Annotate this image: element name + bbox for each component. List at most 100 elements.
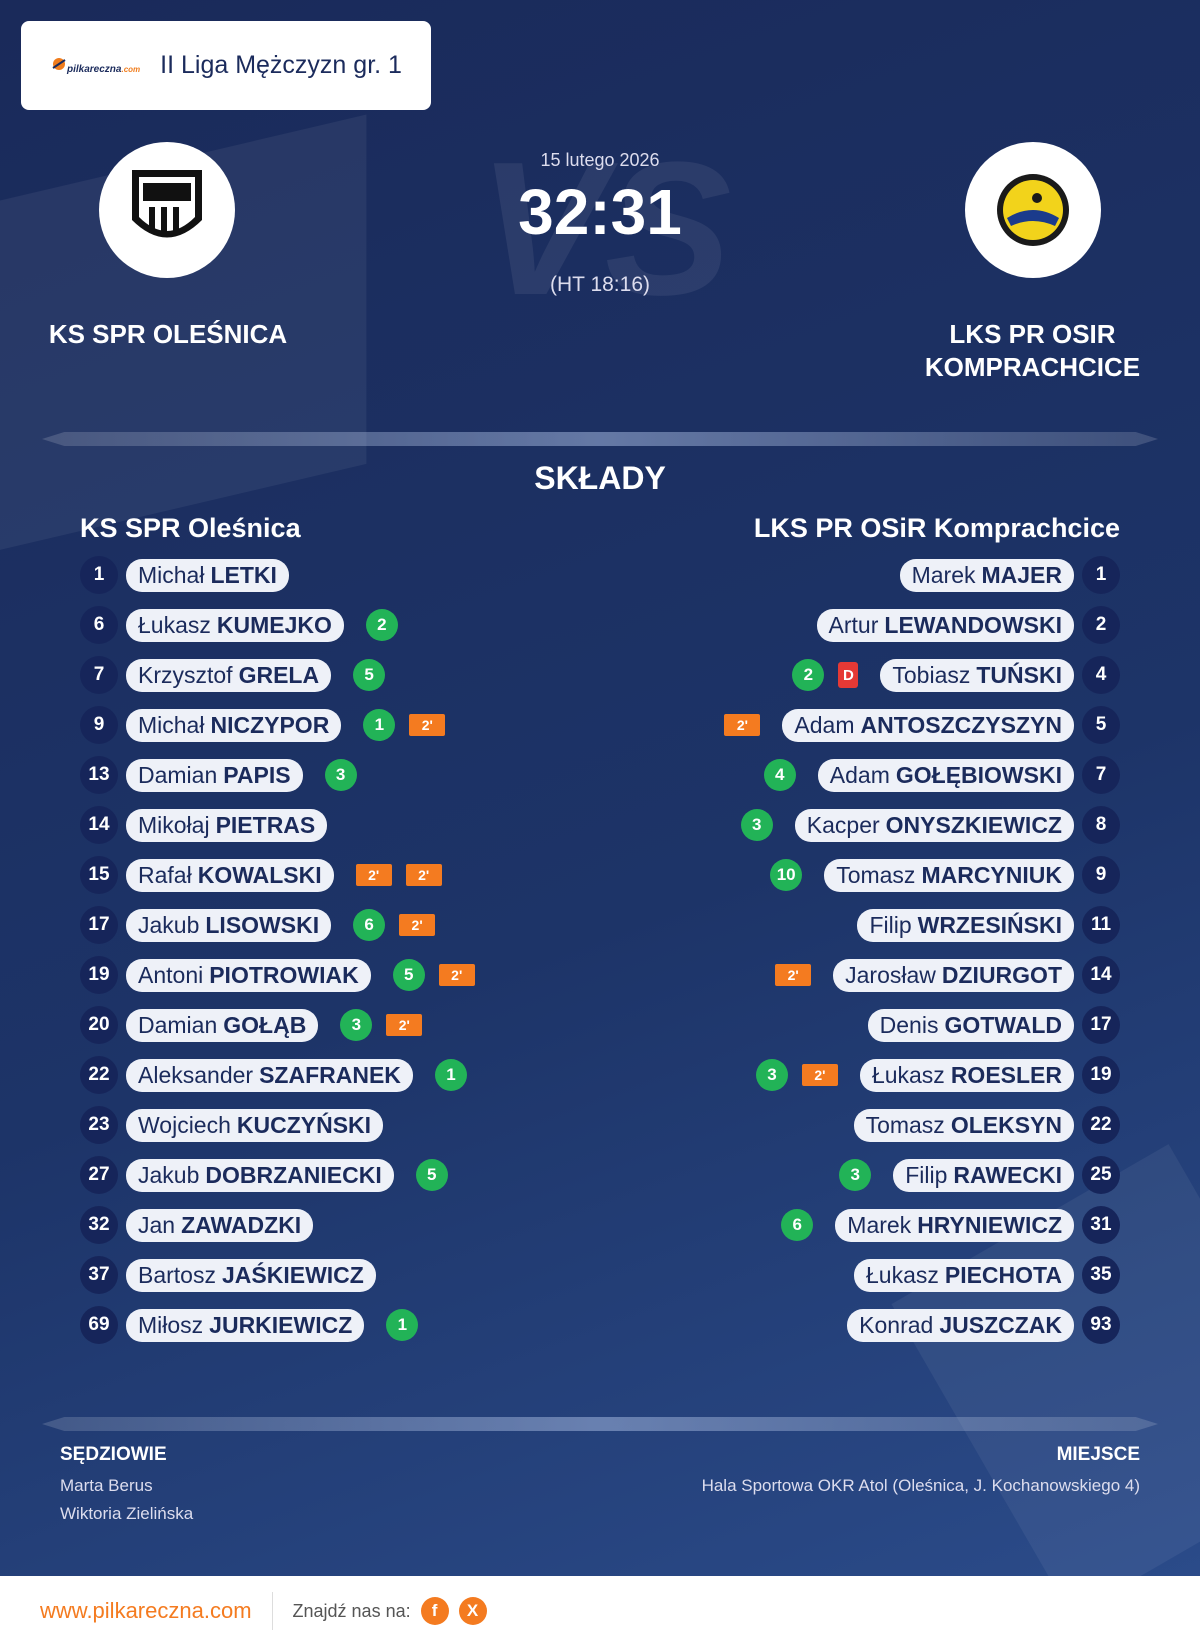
first-name: Bartosz [138, 1261, 216, 1288]
player-name[interactable]: Filip RAWECKI [893, 1158, 1074, 1192]
goals-badge: 5 [353, 659, 386, 691]
player-name[interactable]: Adam ANTOSZCZYSZYN [782, 708, 1074, 742]
player-name[interactable]: Łukasz KUMEJKO [126, 608, 344, 642]
player-name[interactable]: Wojciech KUCZYŃSKI [126, 1108, 384, 1142]
player-name[interactable]: Filip WRZESIŃSKI [857, 908, 1074, 942]
player-name[interactable]: Marek MAJER [899, 558, 1074, 592]
first-name: Marek [911, 561, 976, 588]
player-events: 10 [770, 859, 803, 891]
shirt-number: 14 [1082, 956, 1120, 994]
suspension-badge: 2' [405, 864, 442, 886]
player-name[interactable]: Kacper ONYSZKIEWICZ [794, 808, 1074, 842]
divider [42, 432, 1158, 446]
league-name: II Liga Mężczyzn gr. 1 [160, 51, 402, 79]
player-name[interactable]: Krzysztof GRELA [126, 658, 332, 692]
player-name[interactable]: Jarosław DZIURGOT [833, 958, 1074, 992]
player-name[interactable]: Aleksander SZAFRANEK [126, 1058, 413, 1092]
shirt-number: 37 [80, 1256, 118, 1294]
goals-badge: 2 [365, 609, 398, 641]
score: 32:31 [518, 176, 682, 248]
site-logo[interactable]: pilkareczna .com [51, 56, 140, 75]
player-name[interactable]: Jan ZAWADZKI [126, 1208, 314, 1242]
suspension-badge: 2' [386, 1014, 423, 1036]
last-name: JUSZCZAK [939, 1311, 1062, 1338]
shirt-number: 13 [80, 756, 118, 794]
player-name[interactable]: Tomasz MARCYNIUK [824, 858, 1074, 892]
shirt-number: 19 [1082, 1056, 1120, 1094]
shirt-number: 7 [1082, 756, 1120, 794]
player-name[interactable]: Adam GOŁĘBIOWSKI [817, 758, 1074, 792]
shirt-number: 27 [80, 1156, 118, 1194]
last-name: GOŁĄB [223, 1011, 307, 1038]
home-lineup-title: KS SPR Oleśnica [80, 513, 301, 543]
player-row: 1 Marek MAJER [899, 556, 1120, 594]
player-name[interactable]: Michał NICZYPOR [126, 708, 342, 742]
shirt-number: 22 [1082, 1106, 1120, 1144]
first-name: Michał [138, 711, 205, 738]
x-link[interactable]: X [458, 1597, 487, 1625]
goals-badge: 1 [434, 1059, 467, 1091]
last-name: JAŚKIEWICZ [221, 1261, 364, 1288]
player-row: 14 Jarosław DZIURGOT 2' [761, 956, 1120, 994]
player-name[interactable]: Marek HRYNIEWICZ [835, 1208, 1074, 1242]
last-name: KUCZYŃSKI [236, 1111, 372, 1138]
player-events: 2' 2' [355, 864, 442, 886]
shirt-number: 6 [80, 606, 118, 644]
player-events: 3 [740, 809, 773, 841]
player-events: 6 2' [353, 909, 436, 941]
player-name[interactable]: Tobiasz TUŃSKI [880, 658, 1074, 692]
player-name[interactable]: Jakub LISOWSKI [126, 908, 332, 942]
player-name[interactable]: Artur LEWANDOWSKI [816, 608, 1074, 642]
last-name: SZAFRANEK [259, 1061, 401, 1088]
player-row: 2 Artur LEWANDOWSKI [816, 606, 1120, 644]
player-name[interactable]: Damian PAPIS [126, 758, 303, 792]
first-name: Adam [829, 761, 890, 788]
player-row: 25 Filip RAWECKI 3 [825, 1156, 1120, 1194]
first-name: Jan [138, 1211, 176, 1238]
player-name[interactable]: Jakub DOBRZANIECKI [126, 1158, 394, 1192]
last-name: PIETRAS [215, 811, 316, 838]
player-name[interactable]: Mikołaj PIETRAS [126, 808, 328, 842]
shirt-number: 31 [1082, 1206, 1120, 1244]
home-team-name: KS SPR OLEŚNICA [48, 319, 288, 349]
venue-label: MIEJSCE [1056, 1444, 1140, 1465]
home-crest [132, 170, 202, 238]
player-row: 19 Antoni PIOTROWIAK 5 2' [80, 956, 489, 994]
player-row: 22 Tomasz OLEKSYN [853, 1106, 1120, 1144]
player-name[interactable]: Michał LETKI [126, 558, 289, 592]
away-logo [965, 142, 1101, 278]
official-name: Wiktoria Zielińska [60, 1504, 194, 1523]
player-row: 14 Mikołaj PIETRAS [80, 806, 328, 844]
shirt-number: 7 [80, 656, 118, 694]
shirt-number: 11 [1082, 906, 1120, 944]
facebook-link[interactable]: f [420, 1597, 449, 1625]
last-name: NICZYPOR [210, 711, 330, 738]
player-name[interactable]: Miłosz JURKIEWICZ [126, 1308, 365, 1342]
last-name: ZAWADZKI [181, 1211, 302, 1238]
logo-suffix: .com [121, 65, 141, 74]
player-events: 5 [415, 1159, 448, 1191]
player-name[interactable]: Antoni PIOTROWIAK [126, 958, 371, 992]
player-name[interactable]: Denis GOTWALD [867, 1008, 1074, 1042]
match-date: 15 lutego 2026 [540, 150, 660, 170]
player-row: 15 Rafał KOWALSKI 2' 2' [80, 856, 456, 894]
goals-badge: 3 [839, 1159, 872, 1191]
goals-badge: 3 [755, 1059, 788, 1091]
player-events: 6 [781, 1209, 814, 1241]
player-name[interactable]: Łukasz PIECHOTA [853, 1258, 1074, 1292]
player-row: 11 Filip WRZESIŃSKI [857, 906, 1120, 944]
player-row: 13 Damian PAPIS 3 [80, 756, 371, 794]
player-name[interactable]: Damian GOŁĄB [126, 1008, 319, 1042]
player-row: 17 Denis GOTWALD [867, 1006, 1120, 1044]
player-name[interactable]: Tomasz OLEKSYN [853, 1108, 1074, 1142]
player-name[interactable]: Łukasz ROESLER [859, 1058, 1074, 1092]
goals-badge: 6 [781, 1209, 814, 1241]
player-name[interactable]: Bartosz JAŚKIEWICZ [126, 1258, 376, 1292]
first-name: Krzysztof [138, 661, 233, 688]
player-name[interactable]: Konrad JUSZCZAK [847, 1308, 1074, 1342]
player-name[interactable]: Rafał KOWALSKI [126, 858, 334, 892]
site-url[interactable]: www.pilkareczna.com [40, 1598, 252, 1623]
shirt-number: 23 [80, 1106, 118, 1144]
last-name: MARCYNIUK [921, 861, 1062, 888]
officials-label: SĘDZIOWIE [60, 1444, 167, 1465]
